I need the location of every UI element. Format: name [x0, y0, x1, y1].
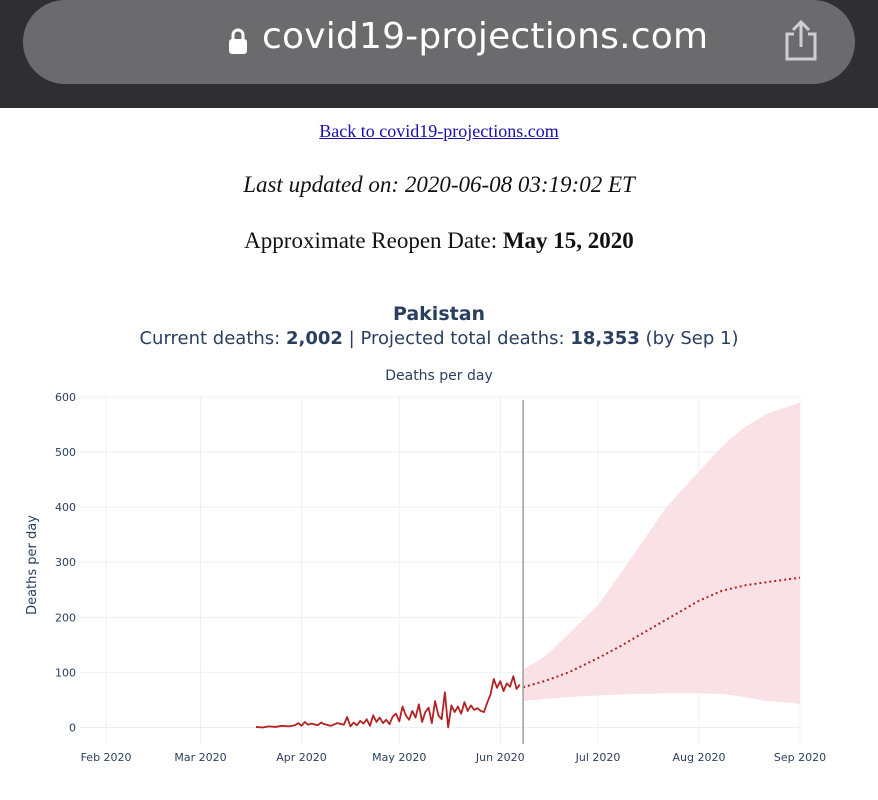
projected-deaths-value: 18,353: [570, 328, 640, 349]
projected-deaths-line: [522, 576, 801, 689]
y-tick-label: 200: [55, 611, 76, 624]
address-bar[interactable]: [23, 0, 855, 84]
x-tick-label: Jul 2020: [575, 751, 621, 764]
reopen-date-label: Approximate Reopen Date:: [244, 228, 498, 253]
y-axis-label: Deaths per day: [25, 515, 40, 615]
x-tick-label: Sep 2020: [774, 751, 826, 764]
y-tick-label: 400: [55, 501, 76, 514]
projected-deaths-suffix: (by Sep 1): [645, 328, 739, 349]
back-link[interactable]: Back to covid19-projections.com: [319, 121, 559, 141]
current-deaths-label: Current deaths:: [139, 328, 281, 349]
back-link-row: Back to covid19-projections.com: [0, 121, 878, 142]
x-tick-label: Feb 2020: [81, 751, 132, 764]
x-tick-label: Mar 2020: [174, 751, 226, 764]
deaths-per-day-chart[interactable]: Deaths per day Deaths per day 0 100 200 300…: [0, 360, 878, 800]
chart-country-title: Pakistan: [392, 303, 486, 325]
reopen-date-row: Approximate Reopen Date: May 15, 2020: [0, 228, 878, 254]
lock-icon: [229, 28, 247, 54]
x-tick-label: Aug 2020: [673, 751, 726, 764]
y-tick-label: 300: [55, 556, 76, 569]
chart-title: Deaths per day: [385, 368, 493, 384]
chart-subtitle: Current deaths: 2,002 | Projected total …: [0, 328, 878, 349]
browser-toolbar: covid19-projections.com: [0, 0, 878, 108]
current-deaths-value: 2,002: [285, 328, 343, 349]
x-tick-label: Apr 2020: [276, 751, 327, 764]
actual-deaths-line: [255, 675, 521, 729]
subtitle-separator: |: [348, 328, 355, 349]
y-tick-label: 0: [69, 721, 76, 734]
x-tick-label: Jun 2020: [475, 751, 525, 764]
projection-confidence-band: [523, 402, 800, 704]
last-updated-text: Last updated on: 2020-06-08 03:19:02 ET: [243, 172, 635, 197]
y-tick-label: 500: [55, 446, 76, 459]
share-icon[interactable]: [782, 20, 820, 62]
address-bar-url[interactable]: covid19-projections.com: [262, 16, 709, 57]
reopen-date-value: May 15, 2020: [502, 228, 634, 253]
y-tick-label: 100: [55, 666, 76, 679]
y-tick-label: 600: [55, 391, 76, 404]
projected-deaths-label: Projected total deaths:: [360, 328, 565, 349]
x-tick-label: May 2020: [372, 751, 426, 764]
